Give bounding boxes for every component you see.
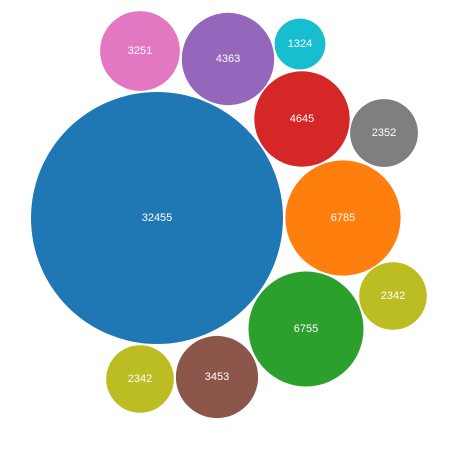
bubble: 2352 — [350, 99, 418, 167]
bubble-value-label: 4645 — [290, 113, 314, 125]
bubble-value-label: 3251 — [128, 45, 152, 57]
bubble: 2342 — [359, 262, 427, 330]
bubble-circle — [285, 160, 401, 276]
bubble: 4645 — [254, 71, 350, 167]
bubble-circle — [274, 18, 326, 70]
bubble-value-label: 6785 — [331, 212, 355, 224]
bubble-value-label: 2342 — [128, 373, 152, 385]
bubble-circle — [350, 99, 418, 167]
bubble-circle — [31, 92, 283, 344]
bubble: 4363 — [181, 12, 275, 106]
bubble-circle — [254, 71, 350, 167]
bubble: 3453 — [175, 335, 259, 419]
bubble-value-label: 6755 — [294, 323, 318, 335]
bubble-value-label: 32455 — [142, 212, 173, 224]
bubble: 6755 — [248, 271, 364, 387]
bubble-value-label: 3453 — [205, 371, 229, 383]
bubble-circle — [181, 12, 275, 106]
bubble: 32455 — [31, 92, 283, 344]
bubble-value-label: 4363 — [216, 53, 240, 65]
bubble: 6785 — [285, 160, 401, 276]
bubble-circle — [100, 11, 180, 91]
bubble-value-label: 2342 — [381, 290, 405, 302]
bubble-circle — [248, 271, 364, 387]
bubble-value-label: 1324 — [288, 38, 312, 50]
bubble-value-label: 2352 — [372, 127, 396, 139]
bubble: 1324 — [274, 18, 326, 70]
bubble-circle — [106, 345, 174, 413]
bubble-circle — [359, 262, 427, 330]
bubble: 2342 — [106, 345, 174, 413]
bubble-circle — [175, 335, 259, 419]
bubble: 3251 — [100, 11, 180, 91]
